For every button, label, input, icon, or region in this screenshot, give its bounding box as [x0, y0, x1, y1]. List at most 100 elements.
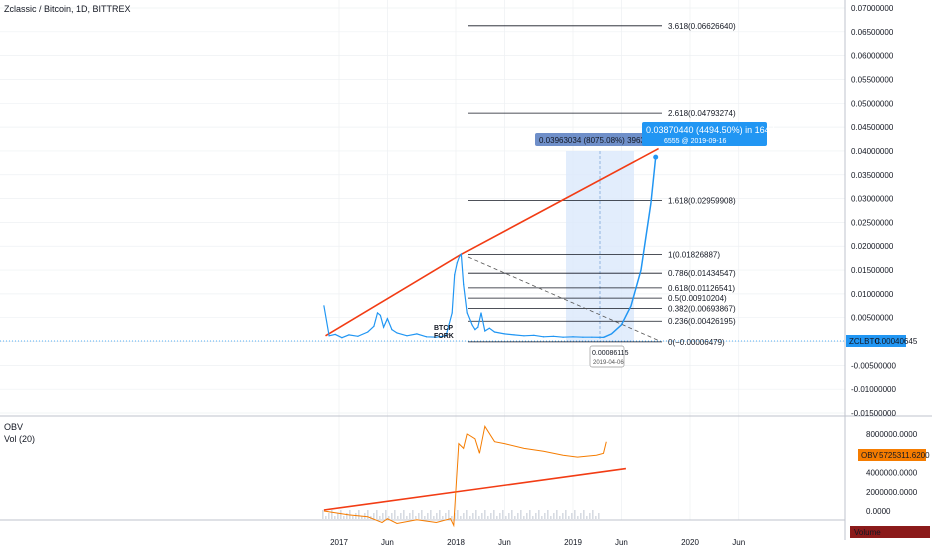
price-line [323, 252, 604, 339]
price-point [493, 331, 496, 333]
chart-title: Zclassic / Bitcoin, 1D, BITTREX [4, 4, 131, 14]
volume-bar [424, 516, 426, 519]
price-axis-tick: 0.04000000 [851, 147, 894, 156]
fib-level-label: 2.618(0.04793274) [668, 109, 736, 118]
volume-bar [529, 510, 531, 519]
low-date-text: 2019-04-06 [593, 360, 624, 366]
price-point [471, 324, 473, 326]
fib-level-label: 0.618(0.01126541) [668, 284, 735, 293]
btcp-fork-label-1: BTCP [434, 325, 453, 332]
volume-bar [352, 516, 354, 519]
volume-bar [322, 510, 324, 519]
fib-level-label: 1(0.01826887) [668, 250, 720, 259]
volume-bar [502, 510, 504, 519]
volume-bar [589, 513, 591, 519]
obv-axis-tick: 2000000.0000 [866, 488, 918, 497]
obv-badge-value: 5725311.6200 [879, 451, 930, 460]
fib-level-label: 0.5(0.00910204) [668, 294, 727, 303]
volume-bar [508, 513, 510, 519]
price-point [542, 336, 545, 338]
volume-bar [460, 516, 462, 519]
price-point [416, 333, 418, 335]
volume-bar [514, 516, 516, 519]
volume-bar [598, 513, 600, 519]
volume-bar [553, 513, 555, 519]
price-point [477, 326, 479, 328]
volume-bar [331, 510, 333, 519]
price-point [503, 333, 506, 335]
volume-bar [436, 513, 438, 519]
target-label-text: 0.03870440 (4494.50%) in 164d [646, 125, 775, 135]
volume-bar [577, 516, 579, 519]
price-point [357, 335, 359, 337]
volume-bar [550, 516, 552, 519]
time-axis-tick: 2017 [330, 538, 348, 547]
obv-series-group [323, 424, 627, 528]
price-point [323, 305, 325, 307]
fib-level-label: 0(−0.00006479) [668, 338, 725, 347]
volume-bar [595, 516, 597, 519]
volume-bar [520, 510, 522, 519]
price-point [454, 274, 456, 276]
price-badge-symbol: ZCLBTC [849, 337, 880, 346]
volume-bar [448, 510, 450, 519]
btcp-fork-label-2: FORK [434, 333, 454, 340]
volume-bar [580, 513, 582, 519]
price-badge: ZCLBTC 0.00040645 [846, 335, 918, 347]
volume-bar [478, 516, 480, 519]
price-point [382, 326, 385, 328]
volume-bar [391, 513, 393, 519]
obv-trendline [323, 467, 627, 511]
volume-bar [538, 510, 540, 519]
price-point [484, 330, 486, 332]
fib-level-label: 0.382(0.00693867) [668, 304, 736, 313]
volume-bar [469, 516, 471, 519]
volume-bar [472, 513, 474, 519]
volume-bar [346, 513, 348, 519]
volume-bar [385, 510, 387, 519]
volume-bar [535, 513, 537, 519]
projection-target-point [653, 154, 659, 160]
price-point [488, 327, 490, 329]
time-axis-tick: Jun [615, 538, 628, 547]
volume-bar [379, 516, 381, 519]
volume-bar [571, 513, 573, 519]
price-axis-tick: -0.01000000 [851, 385, 896, 394]
volume-bar [412, 510, 414, 519]
volume-bar [481, 513, 483, 519]
volume-bar [394, 510, 396, 519]
volume-bar [559, 516, 561, 519]
price-axis-tick: 0.04500000 [851, 123, 894, 132]
time-axis-tick: 2019 [564, 538, 582, 547]
time-axis-tick: Jun [498, 538, 511, 547]
price-point [474, 329, 476, 331]
price-point [425, 336, 428, 338]
price-point [348, 334, 350, 336]
volume-bars [322, 510, 600, 519]
price-point [513, 334, 515, 336]
volume-bar [445, 513, 447, 519]
price-axis-tick: -0.00500000 [851, 361, 896, 370]
price-point [376, 312, 379, 314]
volume-bar [463, 513, 465, 519]
time-axis-tick: Jun [732, 538, 745, 547]
volume-bar [430, 510, 432, 519]
time-axis-tick: 2018 [447, 538, 465, 547]
volume-bar [523, 516, 525, 519]
volume-bar [457, 510, 459, 519]
volume-bar [484, 510, 486, 519]
price-axis-tick: 0.06500000 [851, 28, 894, 37]
time-axis-tick: 2020 [681, 538, 699, 547]
price-point [463, 283, 465, 285]
volume-bar [373, 513, 375, 519]
price-axis: 0.07000000 0.06500000 0.06000000 0.05500000… [851, 4, 896, 418]
price-point [406, 335, 408, 337]
obv-badge: OBV 5725311.6200 [858, 449, 930, 461]
price-axis-tick: 0.03500000 [851, 171, 894, 180]
price-axis-tick: 0.05000000 [851, 99, 894, 108]
obv-line [323, 424, 607, 528]
fib-level-label: 1.618(0.02959908) [668, 196, 736, 205]
volume-bar [388, 516, 390, 519]
target-label-box[interactable]: 0.03870440 (4494.50%) in 164d 6555 @ 201… [642, 122, 775, 146]
